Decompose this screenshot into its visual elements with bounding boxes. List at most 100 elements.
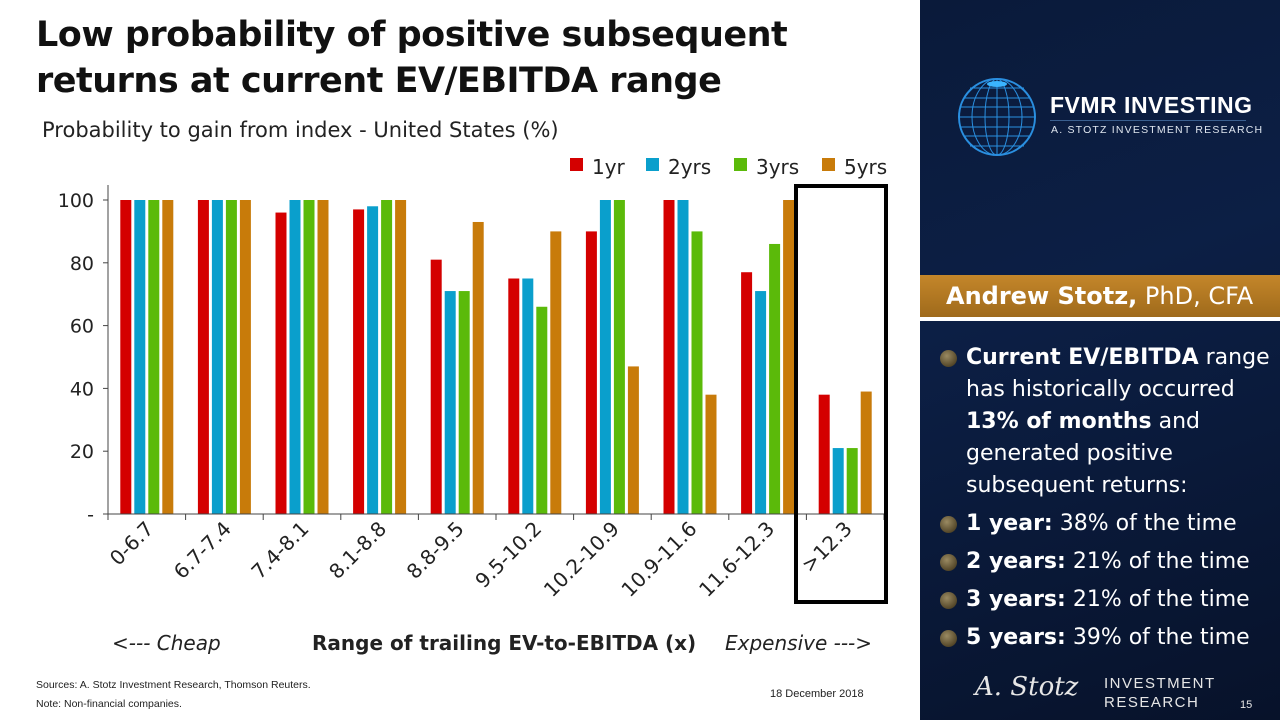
author-credentials: PhD, CFA [1137, 282, 1254, 310]
bar-1yr->12.3 [818, 394, 830, 514]
bar-5yrs->12.3 [860, 391, 872, 514]
y-tick-label: 60 [70, 316, 94, 338]
x-tick-label: 0-6.7 [105, 517, 159, 571]
page-number: 15 [1240, 699, 1253, 711]
legend-label-1yr: 1yr [592, 155, 626, 179]
x-tick-label: 11.6-12.3 [694, 517, 779, 602]
bar-3yrs-9.5-10.2 [536, 306, 548, 514]
y-tick-label: 80 [70, 253, 94, 275]
x-tick-label: 6.7-7.4 [169, 517, 236, 584]
y-tick-label: - [87, 504, 94, 526]
slide-title: Low probability of positive subsequent r… [36, 15, 788, 101]
bar-5yrs-10.9-11.6 [705, 394, 717, 514]
bar-3yrs-10.9-11.6 [691, 231, 703, 514]
legend-swatch-5yrs [822, 158, 835, 171]
chart-legend: 1yr 2yrs 3yrs 5yrs [570, 155, 887, 179]
bar-5yrs-0-6.7 [162, 200, 174, 514]
bullet-globe-icon [940, 592, 957, 609]
bar-2yrs-11.6-12.3 [755, 291, 767, 514]
y-axis: - 20 40 60 80 100 [58, 185, 109, 526]
bar-1yr-7.4-8.1 [275, 212, 287, 514]
x-tick-label: 8.8-9.5 [402, 517, 469, 584]
bar-3yrs-8.1-8.8 [381, 200, 393, 514]
note-text: Note: Non-financial companies. [36, 698, 182, 710]
bullet-globe-icon [940, 630, 957, 647]
bar-5yrs-8.1-8.8 [395, 200, 407, 514]
bullet-item: 3 years: 21% of the time [940, 584, 1270, 616]
x-tick-label: 10.9-11.6 [616, 517, 701, 602]
x-tick-label: 7.4-8.1 [246, 517, 313, 584]
bar-1yr-6.7-7.4 [197, 200, 209, 514]
bullet-globe-icon [940, 350, 957, 367]
bar-2yrs-10.2-10.9 [599, 200, 611, 514]
bar-3yrs-6.7-7.4 [225, 200, 237, 514]
bar-3yrs-0-6.7 [148, 200, 160, 514]
bar-5yrs-6.7-7.4 [239, 200, 251, 514]
bar-3yrs-7.4-8.1 [303, 200, 315, 514]
x-tick-label: 9.5-10.2 [470, 517, 546, 593]
logo-subtitle: A. STOTZ INVESTMENT RESEARCH [1051, 124, 1264, 136]
bar-5yrs-8.8-9.5 [472, 221, 484, 515]
bar-2yrs-10.9-11.6 [677, 200, 689, 514]
bullet-item: 5 years: 39% of the time [940, 622, 1270, 654]
bar-2yrs-0-6.7 [134, 200, 146, 514]
bar-1yr-10.2-10.9 [585, 231, 597, 514]
x-tick-label: 10.2-10.9 [539, 517, 624, 602]
bar-1yr-9.5-10.2 [508, 278, 520, 514]
bar-chart: 1yr 2yrs 3yrs 5yrs - 20 40 60 80 100 0-6.7 6.7-7.… [58, 155, 888, 655]
bar-2yrs-8.8-9.5 [444, 291, 456, 514]
bar-1yr-8.8-9.5 [430, 259, 442, 514]
bar-5yrs-9.5-10.2 [550, 231, 562, 514]
bar-2yrs->12.3 [832, 448, 844, 514]
x-tick-label: 8.1-8.8 [324, 517, 391, 584]
bullet-globe-icon [940, 554, 957, 571]
bullet-globe-icon [940, 516, 957, 533]
bar-3yrs->12.3 [846, 448, 858, 514]
bar-3yrs-8.8-9.5 [458, 291, 470, 514]
x-axis-right-label: Expensive ---> [725, 631, 872, 655]
y-tick-label: 20 [70, 441, 94, 463]
sources-text: Sources: A. Stotz Investment Research, T… [36, 679, 311, 691]
bullet-item: Current EV/EBITDA range has historically… [940, 342, 1270, 502]
signature-logo: A. Stotz [975, 672, 1079, 702]
y-tick-label: 100 [58, 190, 94, 212]
chart-title: Probability to gain from index - United … [42, 118, 559, 142]
legend-label-5yrs: 5yrs [844, 155, 887, 179]
brand-line-1: INVESTMENT [1104, 675, 1216, 692]
summary-bullets: Current EV/EBITDA range has historically… [940, 342, 1270, 654]
bar-3yrs-10.2-10.9 [613, 200, 625, 514]
bar-2yrs-9.5-10.2 [522, 278, 534, 514]
author-banner: Andrew Stotz, PhD, CFA [920, 275, 1280, 321]
legend-swatch-2yrs [646, 158, 659, 171]
bar-2yrs-7.4-8.1 [289, 200, 301, 514]
bar-1yr-8.1-8.8 [353, 209, 365, 515]
brand-line-2: RESEARCH [1104, 694, 1200, 711]
bullet-item: 1 year: 38% of the time [940, 508, 1270, 540]
legend-swatch-3yrs [734, 158, 747, 171]
y-tick-label: 40 [70, 378, 94, 400]
bars [120, 200, 872, 515]
bar-5yrs-10.2-10.9 [627, 366, 639, 514]
legend-label-2yrs: 2yrs [668, 155, 711, 179]
bar-5yrs-7.4-8.1 [317, 200, 329, 514]
globe-logo-icon [958, 78, 1036, 156]
date-text: 18 December 2018 [770, 688, 864, 700]
legend-swatch-1yr [570, 158, 583, 171]
logo-title: FVMR INVESTING [1050, 92, 1253, 118]
author-name: Andrew Stotz, [946, 282, 1138, 310]
bar-2yrs-8.1-8.8 [367, 206, 379, 514]
x-axis: 0-6.7 6.7-7.4 7.4-8.1 8.1-8.8 8.8-9.5 9.5-10.… [105, 513, 885, 602]
bar-2yrs-6.7-7.4 [211, 200, 223, 514]
x-tick-label: >12.3 [796, 517, 856, 577]
bar-1yr-11.6-12.3 [741, 272, 753, 514]
logo-divider [1050, 120, 1246, 121]
bullet-item: 2 years: 21% of the time [940, 546, 1270, 578]
bar-5yrs-11.6-12.3 [783, 200, 795, 514]
legend-label-3yrs: 3yrs [756, 155, 799, 179]
bar-1yr-0-6.7 [120, 200, 132, 514]
bar-1yr-10.9-11.6 [663, 200, 675, 514]
x-axis-title: Range of trailing EV-to-EBITDA (x) [312, 631, 696, 655]
slide-main: Low probability of positive subsequent r… [36, 15, 888, 710]
x-axis-left-label: <--- Cheap [112, 631, 221, 655]
highlight-box [794, 184, 888, 604]
